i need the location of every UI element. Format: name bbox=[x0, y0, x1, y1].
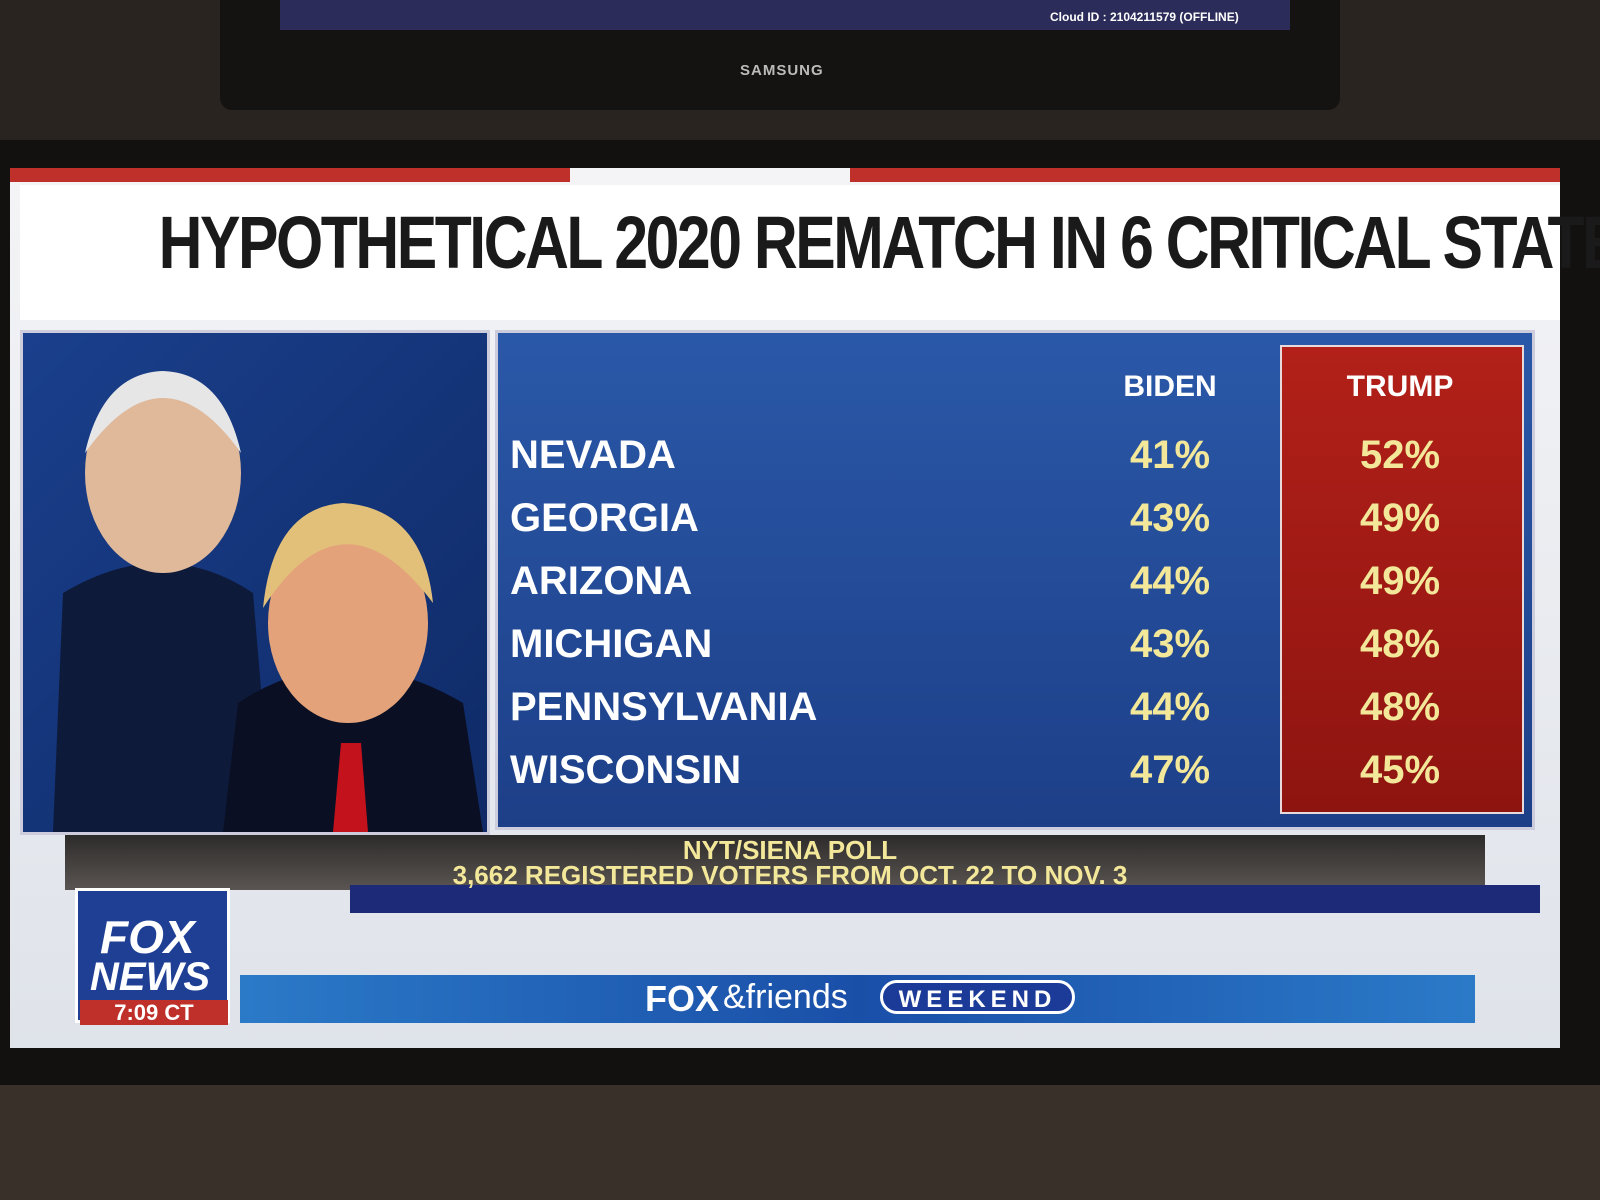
source-detail: 3,662 REGISTERED VOTERS FROM OCT. 22 TO … bbox=[452, 860, 1128, 890]
column-header: TRUMP bbox=[1346, 370, 1454, 403]
trump-pct: 49% bbox=[1359, 496, 1441, 540]
logo-text: FOX bbox=[100, 911, 195, 963]
state-name: ARIZONA bbox=[510, 559, 693, 603]
show-name: FOX bbox=[645, 978, 720, 1019]
biden-pct: 41% bbox=[1129, 433, 1211, 477]
trump-pct: 52% bbox=[1359, 433, 1441, 477]
biden-pct: 43% bbox=[1129, 622, 1211, 666]
title-box bbox=[20, 185, 1560, 320]
logo-text: NEWS bbox=[90, 955, 210, 999]
trump-pct: 49% bbox=[1359, 559, 1441, 603]
trump-column-box bbox=[1280, 345, 1524, 814]
cloud-id: Cloud ID : 2104211579 (OFFLINE) bbox=[1050, 10, 1239, 24]
state-name: NEVADA bbox=[510, 433, 676, 477]
candidates-photo bbox=[20, 330, 490, 835]
biden-pct: 47% bbox=[1129, 748, 1211, 792]
state-name: PENNSYLVANIA bbox=[510, 685, 818, 729]
show-name: &friends bbox=[723, 978, 848, 1016]
source-underline bbox=[350, 885, 1540, 913]
title: HYPOTHETICAL 2020 REMATCH IN 6 CRITICAL … bbox=[158, 201, 1600, 284]
upper-monitor-screen bbox=[280, 0, 1290, 30]
trump-pct: 48% bbox=[1359, 622, 1441, 666]
trump-pct: 48% bbox=[1359, 685, 1441, 729]
biden-pct: 43% bbox=[1129, 496, 1211, 540]
trump-pct: 45% bbox=[1359, 748, 1441, 792]
state-name: WISCONSIN bbox=[510, 748, 742, 792]
tv-stand bbox=[0, 1085, 1600, 1200]
state-name: MICHIGAN bbox=[510, 622, 713, 666]
clock: 7:09 CT bbox=[80, 1000, 228, 1025]
source-bar bbox=[65, 835, 1485, 890]
biden-pct: 44% bbox=[1129, 685, 1211, 729]
show-badge: WEEKEND bbox=[880, 980, 1075, 1014]
state-name: GEORGIA bbox=[510, 496, 699, 540]
accent-bar bbox=[10, 168, 570, 182]
accent-bar bbox=[850, 168, 1560, 182]
photo-art bbox=[53, 371, 483, 832]
column-header: BIDEN bbox=[1123, 370, 1217, 403]
source-title: NYT/SIENA POLL bbox=[682, 835, 898, 865]
biden-pct: 44% bbox=[1129, 559, 1211, 603]
tv-brand: SAMSUNG bbox=[740, 62, 824, 79]
show-banner bbox=[240, 975, 1475, 1023]
